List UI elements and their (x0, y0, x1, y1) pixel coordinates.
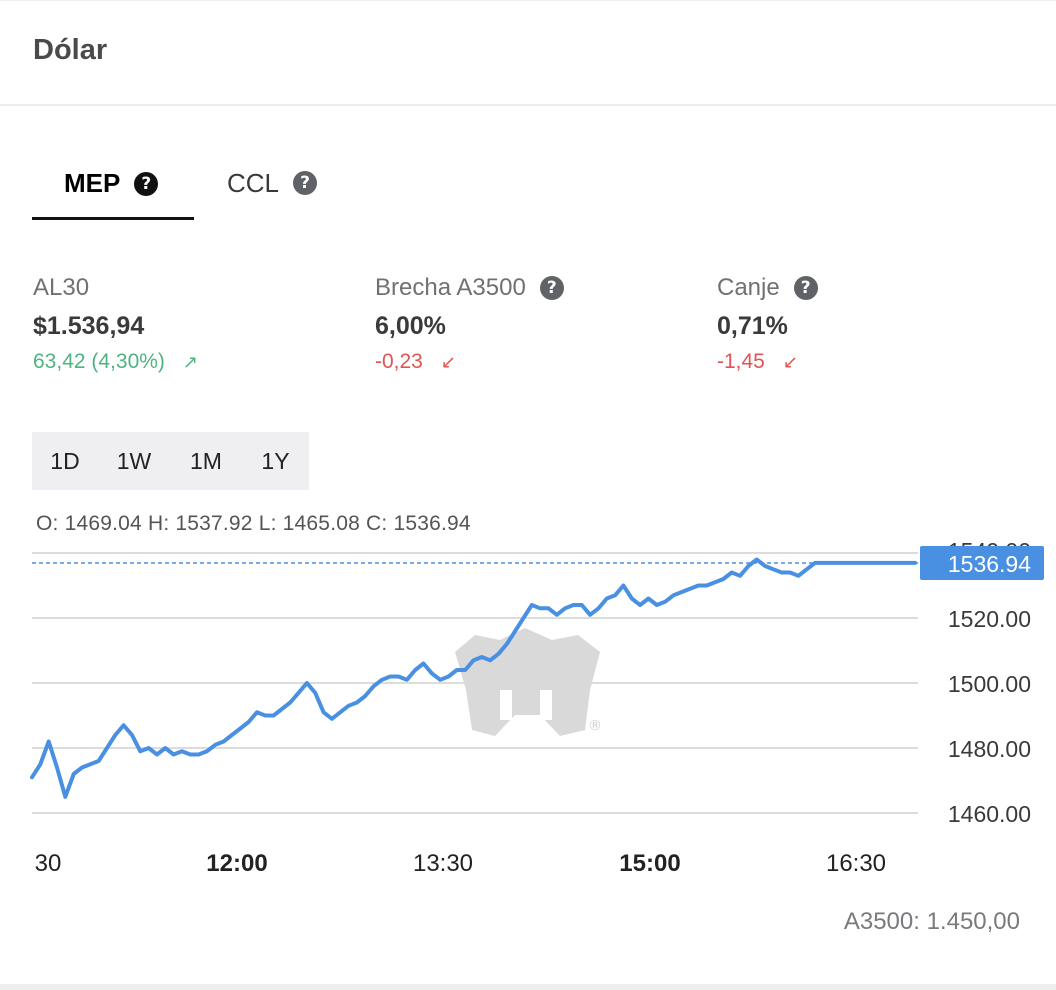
a3500-reference: A3500: 1.450,00 (843, 908, 1020, 935)
question-circle-icon[interactable]: ? (539, 276, 564, 300)
registered-mark: ® (588, 718, 602, 734)
stat-label: AL30 (33, 274, 90, 301)
range-1m-button[interactable]: 1M (190, 447, 222, 474)
card-top-border (0, 0, 1056, 1)
y-tick-label: 1480.00 (948, 736, 1031, 762)
card-title: Dólar (33, 34, 108, 66)
tab-mep-label: MEP (64, 168, 121, 198)
x-tick-label: 12:00 (206, 850, 267, 877)
watermark-logo-icon (455, 628, 600, 736)
price-series-line (30, 557, 917, 799)
question-circle-icon[interactable]: ? (134, 171, 159, 196)
stat-change: -1,45 ↙ (717, 350, 798, 373)
x-tick-label: 30 (35, 850, 62, 877)
tab-ccl-label: CCL (227, 167, 280, 198)
stat-change: -0,23 ↙ (375, 350, 456, 373)
stat-label: Canje ? (717, 272, 818, 304)
card-bottom-border (0, 984, 1056, 990)
arrow-down-left-icon: ↙ (782, 351, 798, 373)
stat-value: 6,00% (375, 312, 446, 340)
card-header: Dólar (0, 0, 1056, 106)
stat-value: 0,71% (717, 312, 788, 340)
last-price-label: 1536.94 (948, 551, 1031, 577)
stat-al30: AL30 $1.536,94 63,42 (4,30%) ↗ (33, 272, 198, 374)
stat-change: 63,42 (4,30%) ↗ (33, 350, 199, 373)
arrow-up-right-icon: ↗ (182, 351, 199, 373)
range-1w-button[interactable]: 1W (116, 447, 152, 474)
stat-value: $1.536,94 (33, 312, 145, 340)
y-tick-label: 1460.00 (948, 801, 1031, 827)
stat-canje: Canje ? 0,71% -1,45 ↙ (717, 272, 818, 374)
y-tick-label: 1500.00 (948, 671, 1031, 697)
question-circle-icon[interactable]: ? (793, 276, 818, 300)
last-price-tag (920, 545, 1044, 580)
ohlc-readout: O: 1469.04 H: 1537.92 L: 1465.08 C: 1536… (36, 512, 471, 535)
x-tick-label: 15:00 (619, 850, 680, 877)
range-1d-button[interactable]: 1D (50, 447, 80, 474)
tab-mep[interactable]: MEP ? (32, 150, 194, 220)
x-tick-label: 16:30 (826, 850, 886, 877)
y-tick-label: 1520.00 (948, 606, 1031, 632)
stat-label: Brecha A3500 ? (375, 272, 564, 304)
x-tick-label: 13:30 (413, 850, 473, 877)
question-circle-icon[interactable]: ? (293, 171, 318, 195)
range-1y-button[interactable]: 1Y (261, 447, 290, 474)
stat-brecha: Brecha A3500 ? 6,00% -0,23 ↙ (375, 272, 564, 374)
arrow-down-left-icon: ↙ (440, 351, 456, 373)
tab-ccl[interactable]: CCL ? (227, 150, 318, 216)
price-chart[interactable]: 1460.001480.001500.001520.001540.00®1536… (0, 540, 1056, 890)
range-selector: 1D 1W 1M 1Y (32, 432, 309, 490)
